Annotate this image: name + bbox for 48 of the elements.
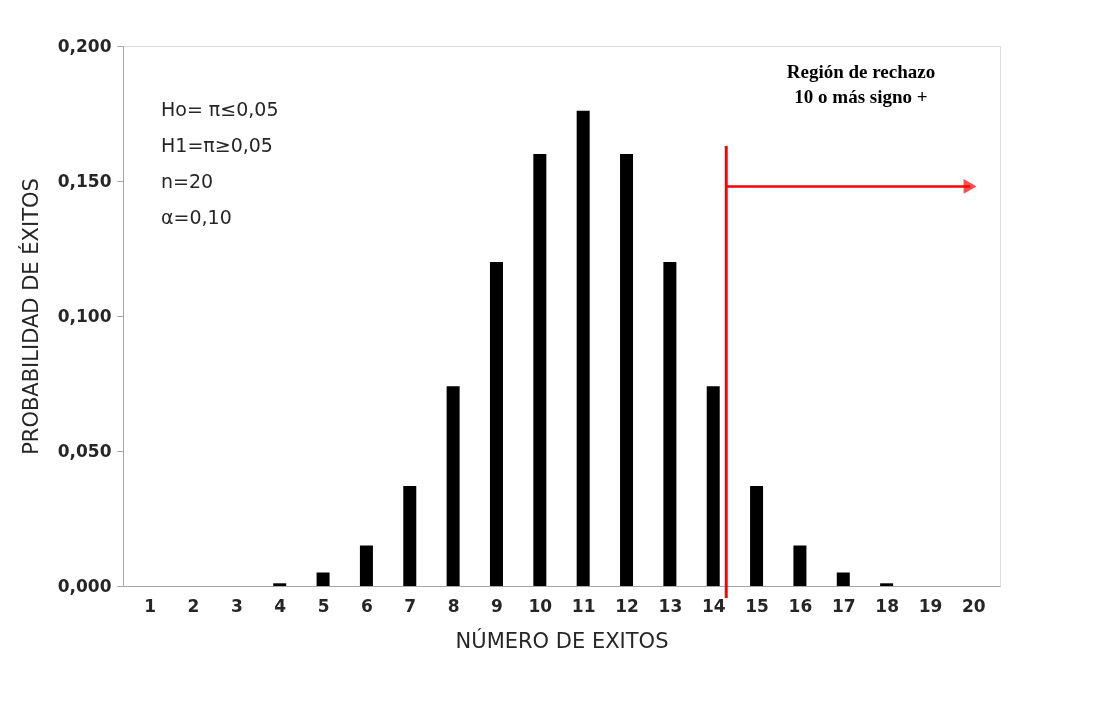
- bar: [750, 486, 764, 586]
- x-tick-label: 11: [571, 595, 596, 616]
- annotation: α=0,10: [161, 206, 232, 228]
- bar: [793, 545, 807, 586]
- annotation: 10 o más signo +: [794, 86, 928, 107]
- bar: [403, 486, 417, 586]
- x-tick-label: 12: [615, 595, 639, 616]
- annotation: Ho= π≤0,05: [161, 98, 279, 120]
- x-tick-label: 7: [404, 595, 417, 616]
- x-tick-label: 10: [528, 595, 553, 616]
- x-tick-label: 4: [274, 595, 287, 616]
- x-tick-label: 6: [361, 595, 373, 616]
- bar: [836, 572, 850, 586]
- x-tick-label: 15: [745, 595, 769, 616]
- annotation: n=20: [161, 170, 214, 192]
- x-axis-title: NÚMERO DE EXITOS: [455, 627, 669, 653]
- bar: [316, 572, 330, 586]
- x-tick-label: 1: [144, 595, 157, 616]
- x-tick-label: 14: [701, 595, 726, 616]
- bar: [620, 154, 634, 586]
- x-tick-label: 8: [447, 595, 460, 616]
- x-tick-label: 2: [187, 595, 200, 616]
- bar: [880, 583, 894, 586]
- bar: [663, 262, 677, 586]
- x-tick-label: 17: [831, 595, 856, 616]
- x-tick-label: 19: [918, 595, 943, 616]
- x-tick-label: 9: [491, 595, 503, 616]
- x-tick-label: 20: [961, 595, 986, 616]
- y-tick-label: 0,150: [57, 170, 112, 191]
- x-tick-label: 5: [317, 595, 330, 616]
- bar: [576, 110, 590, 586]
- y-tick-label: 0,000: [57, 575, 112, 596]
- x-tick-label: 18: [875, 595, 899, 616]
- bar: [446, 386, 460, 586]
- x-tick-label: 16: [788, 595, 813, 616]
- bar: [359, 545, 373, 586]
- y-tick-label: 0,200: [57, 35, 112, 56]
- bar: [706, 386, 720, 586]
- x-tick-label: 3: [230, 595, 243, 616]
- annotation: H1=π≥0,05: [161, 134, 273, 156]
- y-axis-title: PROBABILIDAD DE ÉXITOS: [17, 178, 43, 455]
- y-tick-label: 0,100: [57, 305, 112, 326]
- x-tick-label: 13: [658, 595, 683, 616]
- annotation: Región de rechazo: [786, 61, 936, 82]
- bar: [533, 154, 547, 586]
- bar: [273, 583, 287, 586]
- y-tick-label: 0,050: [57, 440, 112, 461]
- bar: [489, 262, 503, 586]
